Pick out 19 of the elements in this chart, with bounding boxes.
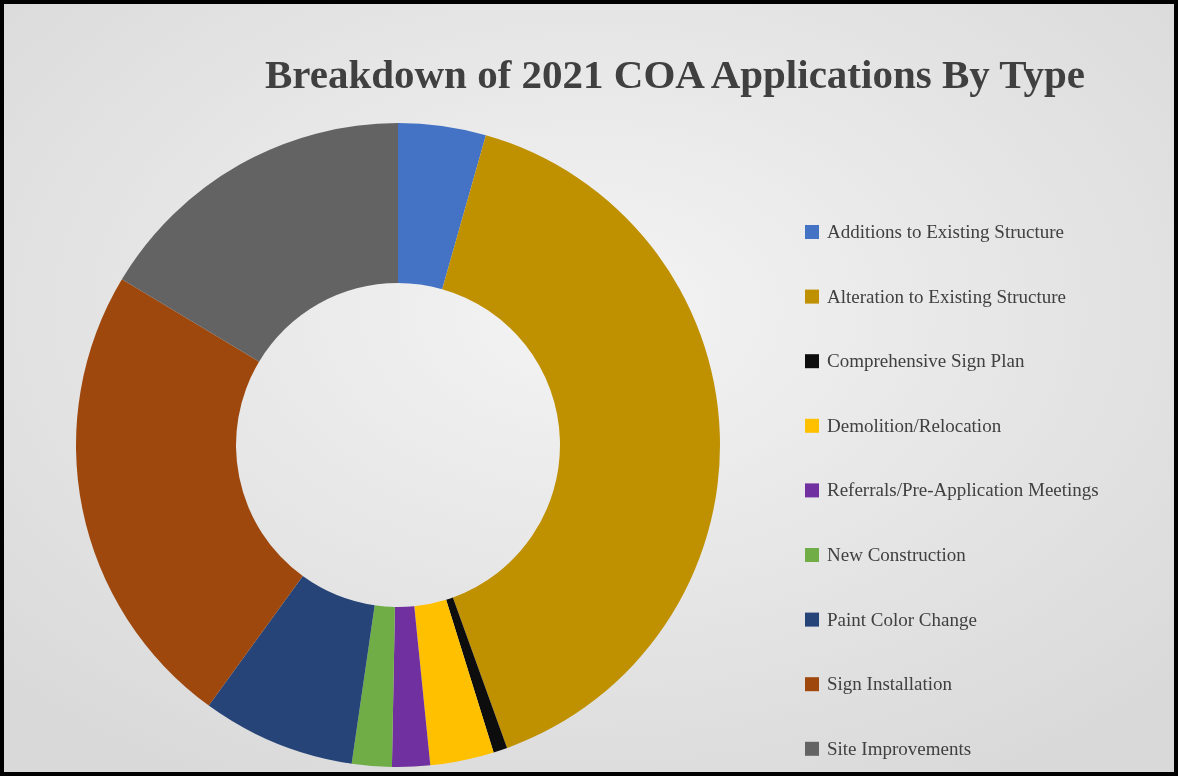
donut-slice: [414, 599, 494, 766]
legend-label: Sign Installation: [827, 673, 953, 695]
donut-slice: [446, 597, 508, 753]
legend-label: New Construction: [827, 544, 967, 565]
donut-slice: [351, 605, 395, 767]
legend-label: Comprehensive Sign Plan: [827, 350, 1025, 372]
donut-slice: [76, 279, 303, 706]
chart-title: Breakdown of 2021 COA Applications By Type: [264, 51, 1086, 97]
legend-label: Site Improvements: [827, 737, 972, 759]
donut-slice: [208, 576, 375, 764]
legend-label: Referrals/Pre-Application Meetings: [827, 479, 1099, 501]
donut-slice: [442, 135, 720, 748]
donut-slice: [121, 123, 398, 362]
legend-label: Additions to Existing Structure: [827, 221, 1064, 242]
legend-label: Paint Color Change: [827, 608, 977, 630]
donut-slice: [398, 123, 486, 290]
legend-label: Demolition/Relocation: [827, 414, 1002, 436]
donut-slice: [391, 606, 431, 767]
legend-label: Alteration to Existing Structure: [827, 285, 1067, 307]
